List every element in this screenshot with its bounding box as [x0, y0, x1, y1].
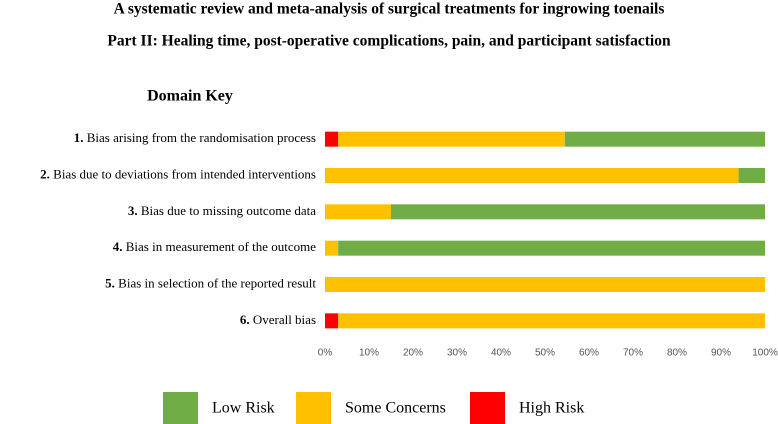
legend-swatch — [470, 392, 505, 424]
x-tick-label: 70% — [623, 348, 643, 359]
domain-key: Domain Key — [147, 88, 233, 105]
x-tick-label: 40% — [491, 348, 511, 359]
bar-segment — [325, 204, 391, 220]
bar-segment — [338, 240, 765, 256]
x-tick-label: 30% — [447, 348, 467, 359]
x-tick-label: 10% — [359, 348, 379, 359]
bar-segment — [338, 131, 565, 147]
chart-title: A systematic review and meta-analysis of… — [114, 1, 665, 18]
x-tick-label: 80% — [667, 348, 687, 359]
bar-segment — [338, 313, 765, 329]
x-tick-label: 50% — [535, 348, 555, 359]
bar-segment — [325, 277, 765, 292]
category-label: 4. Bias in measurement of the outcome — [113, 239, 316, 254]
legend-label: Some Concerns — [345, 400, 446, 417]
legend-swatch — [163, 392, 198, 424]
chart-subtitle: Part II: Healing time, post-operative co… — [107, 33, 671, 50]
x-tick-label: 60% — [579, 348, 599, 359]
bar-segment — [564, 131, 765, 147]
category-label: 2. Bias due to deviations from intended … — [40, 166, 316, 181]
x-tick-label: 20% — [403, 348, 423, 359]
category-label: 1. Bias arising from the randomisation p… — [74, 130, 316, 145]
category-label: 6. Overall bias — [240, 312, 316, 327]
bar-segment — [325, 168, 739, 183]
bar-segment — [325, 131, 339, 147]
bar-segment — [325, 313, 339, 329]
bar-segment — [391, 204, 765, 220]
legend-label: Low Risk — [212, 400, 275, 417]
bar-segment — [325, 240, 339, 256]
x-tick-label: 90% — [711, 348, 731, 359]
category-label: 5. Bias in selection of the reported res… — [105, 275, 316, 290]
legend-label: High Risk — [519, 400, 584, 417]
x-tick-label: 0% — [318, 348, 333, 359]
legend-swatch — [296, 392, 331, 424]
category-label: 3. Bias due to missing outcome data — [128, 203, 316, 218]
bar-segment — [738, 168, 765, 183]
x-tick-label: 100% — [752, 348, 778, 359]
